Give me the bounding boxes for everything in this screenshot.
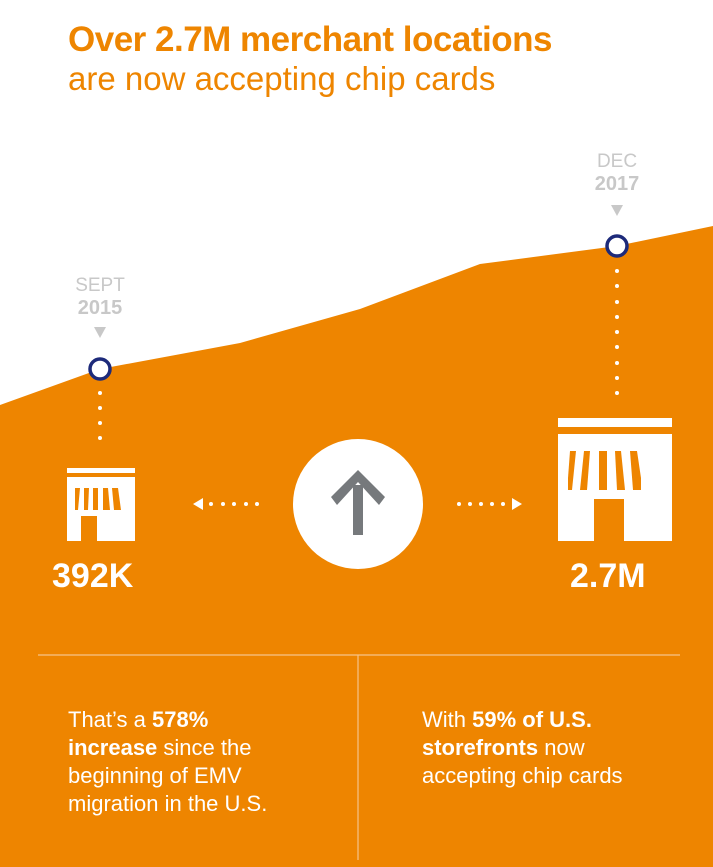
date-start: SEPT 2015 <box>60 275 140 319</box>
stat-right-post: now accepting chip cards <box>422 735 623 788</box>
stat-right-bold: 59% of U.S. storefronts <box>422 707 592 760</box>
dotted-line-right <box>615 269 619 395</box>
value-start: 392K <box>52 557 134 595</box>
stat-right: With 59% of U.S. storefronts now accepti… <box>422 706 632 790</box>
stat-left: That’s a 578% increase since the beginnin… <box>68 706 328 818</box>
title-light: are now accepting chip cards <box>68 60 496 97</box>
date-end-month: DEC <box>596 151 638 172</box>
date-end-year: 2017 <box>594 173 640 195</box>
value-end: 2.7M <box>570 557 646 595</box>
marker-start <box>88 357 112 381</box>
date-start-year: 2015 <box>77 297 123 319</box>
dotted-line-left <box>98 391 102 440</box>
title-bold: Over 2.7M merchant locations <box>68 20 552 59</box>
up-arrow-icon <box>331 470 385 535</box>
marker-end <box>605 234 629 258</box>
stat-left-pre: That’s a <box>68 707 152 732</box>
date-pointer-start <box>94 327 106 338</box>
stat-left-post: since the beginning of EMV migration in … <box>68 735 268 816</box>
stat-left-percent: 578% <box>151 707 209 732</box>
date-start-month: SEPT <box>75 275 125 296</box>
dotted-arrow-right <box>457 498 522 510</box>
stat-right-pre: With <box>422 707 473 732</box>
date-end: DEC 2017 <box>577 151 657 195</box>
dotted-arrow-left <box>193 498 259 510</box>
stat-left-increase: increase <box>68 735 158 760</box>
date-pointer-end <box>611 205 623 216</box>
storefront-icon-large <box>558 418 672 541</box>
storefront-icon-small <box>67 468 135 541</box>
